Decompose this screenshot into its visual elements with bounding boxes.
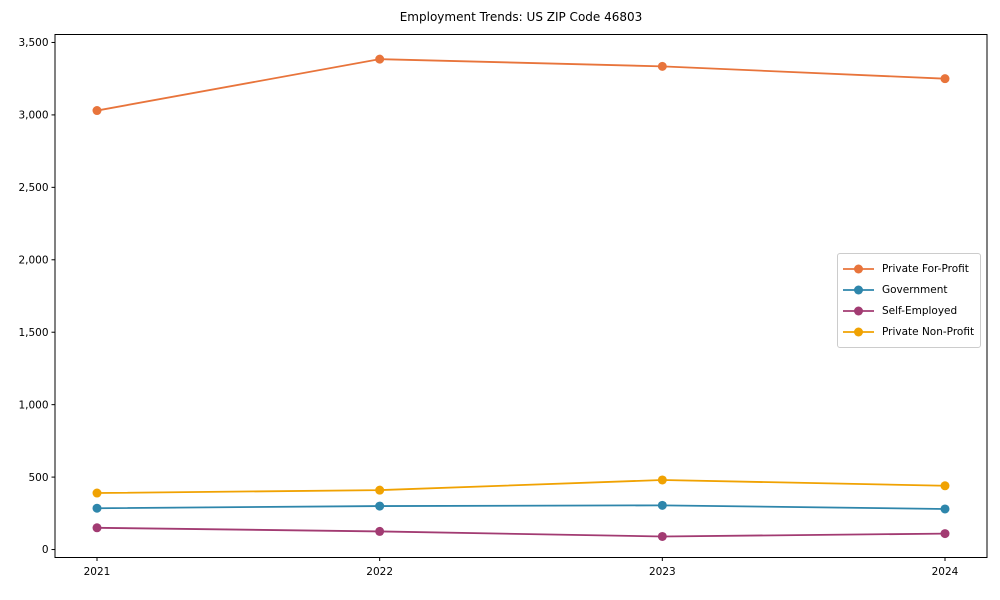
y-axis-tick-label: 0 — [42, 544, 49, 556]
data-point-marker — [92, 503, 102, 513]
data-point-marker — [92, 523, 102, 533]
data-point-marker — [940, 74, 950, 84]
y-axis-tick-label: 2,500 — [18, 182, 48, 194]
y-axis-tick-label: 3,000 — [18, 110, 48, 122]
legend: Private For-Profit Government Self-Employe… — [837, 253, 981, 348]
legend-marker-icon — [854, 285, 863, 294]
data-point-marker — [657, 500, 667, 510]
legend-marker-icon — [854, 327, 863, 336]
y-axis-tick-label: 1,000 — [18, 399, 48, 411]
legend-swatch-private-non-profit — [843, 327, 874, 336]
x-axis-tick-label: 2023 — [649, 566, 676, 578]
legend-item: Private Non-Profit — [843, 321, 974, 342]
data-point-marker — [375, 526, 385, 536]
data-point-marker — [940, 481, 950, 491]
data-point-marker — [940, 529, 950, 539]
data-point-marker — [375, 501, 385, 511]
series-line-government — [96, 504, 946, 510]
legend-item-label: Self-Employed — [882, 304, 958, 317]
legend-item-label: Government — [882, 283, 948, 296]
legend-marker-icon — [854, 306, 863, 315]
x-axis-tick-label: 2022 — [366, 566, 393, 578]
data-point-marker — [92, 106, 102, 116]
series-line-private-for-profit — [96, 58, 946, 112]
y-axis-tick-label: 2,000 — [18, 254, 48, 266]
data-point-marker — [940, 504, 950, 514]
data-point-marker — [657, 531, 667, 541]
y-axis-tick-label: 3,500 — [18, 37, 48, 49]
legend-swatch-self-employed — [843, 306, 874, 315]
legend-marker-icon — [854, 264, 863, 273]
data-point-marker — [657, 475, 667, 485]
y-axis-tick-label: 500 — [28, 472, 48, 484]
x-axis-tick-label: 2021 — [84, 566, 111, 578]
legend-item-label: Private For-Profit — [882, 262, 969, 275]
y-axis-tick-label: 1,500 — [18, 327, 48, 339]
data-point-marker — [92, 488, 102, 498]
x-axis-tick-label: 2024 — [932, 566, 959, 578]
data-point-marker — [657, 61, 667, 71]
legend-swatch-private-for-profit — [843, 264, 874, 273]
legend-swatch-government — [843, 285, 874, 294]
legend-item: Self-Employed — [843, 300, 974, 321]
plot-border — [54, 34, 988, 558]
data-point-marker — [375, 485, 385, 495]
legend-item-label: Private Non-Profit — [882, 325, 975, 338]
series-line-private-non-profit — [96, 479, 946, 494]
legend-item: Private For-Profit — [843, 258, 974, 279]
chart-title: Employment Trends: US ZIP Code 46803 — [399, 10, 643, 24]
data-point-marker — [375, 54, 385, 64]
legend-item: Government — [843, 279, 974, 300]
series-line-self-employed — [96, 526, 946, 538]
